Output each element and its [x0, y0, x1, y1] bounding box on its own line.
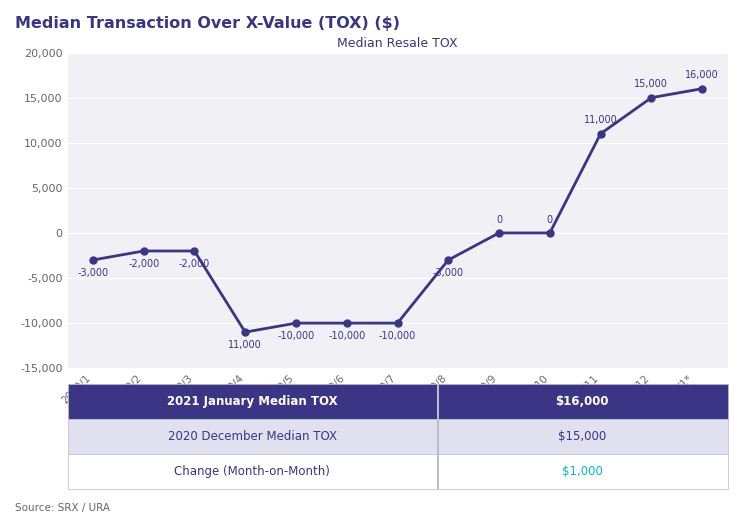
Text: 0: 0 — [496, 215, 502, 225]
Text: $1,000: $1,000 — [562, 465, 603, 478]
Text: -2,000: -2,000 — [128, 259, 159, 269]
Text: -10,000: -10,000 — [328, 331, 365, 341]
Text: -3,000: -3,000 — [77, 268, 109, 278]
Text: -10,000: -10,000 — [379, 331, 416, 341]
Text: 0: 0 — [547, 215, 553, 225]
Text: 11,000: 11,000 — [584, 115, 617, 125]
Text: Source: SRX / URA: Source: SRX / URA — [15, 503, 110, 513]
Text: -2,000: -2,000 — [178, 259, 210, 269]
Text: -10,000: -10,000 — [278, 331, 314, 341]
Text: 11,000: 11,000 — [228, 340, 262, 350]
Text: Median Transaction Over X-Value (TOX) ($): Median Transaction Over X-Value (TOX) ($… — [15, 16, 400, 31]
Text: $15,000: $15,000 — [558, 430, 607, 443]
Text: 16,000: 16,000 — [686, 70, 719, 80]
Text: Change (Month-on-Month): Change (Month-on-Month) — [174, 465, 330, 478]
Text: 15,000: 15,000 — [634, 79, 668, 89]
Title: Median Resale TOX: Median Resale TOX — [338, 37, 458, 50]
Text: -3,000: -3,000 — [433, 268, 464, 278]
Text: 2020 December Median TOX: 2020 December Median TOX — [168, 430, 337, 443]
Text: $16,000: $16,000 — [556, 395, 609, 408]
Text: 2021 January Median TOX: 2021 January Median TOX — [167, 395, 338, 408]
